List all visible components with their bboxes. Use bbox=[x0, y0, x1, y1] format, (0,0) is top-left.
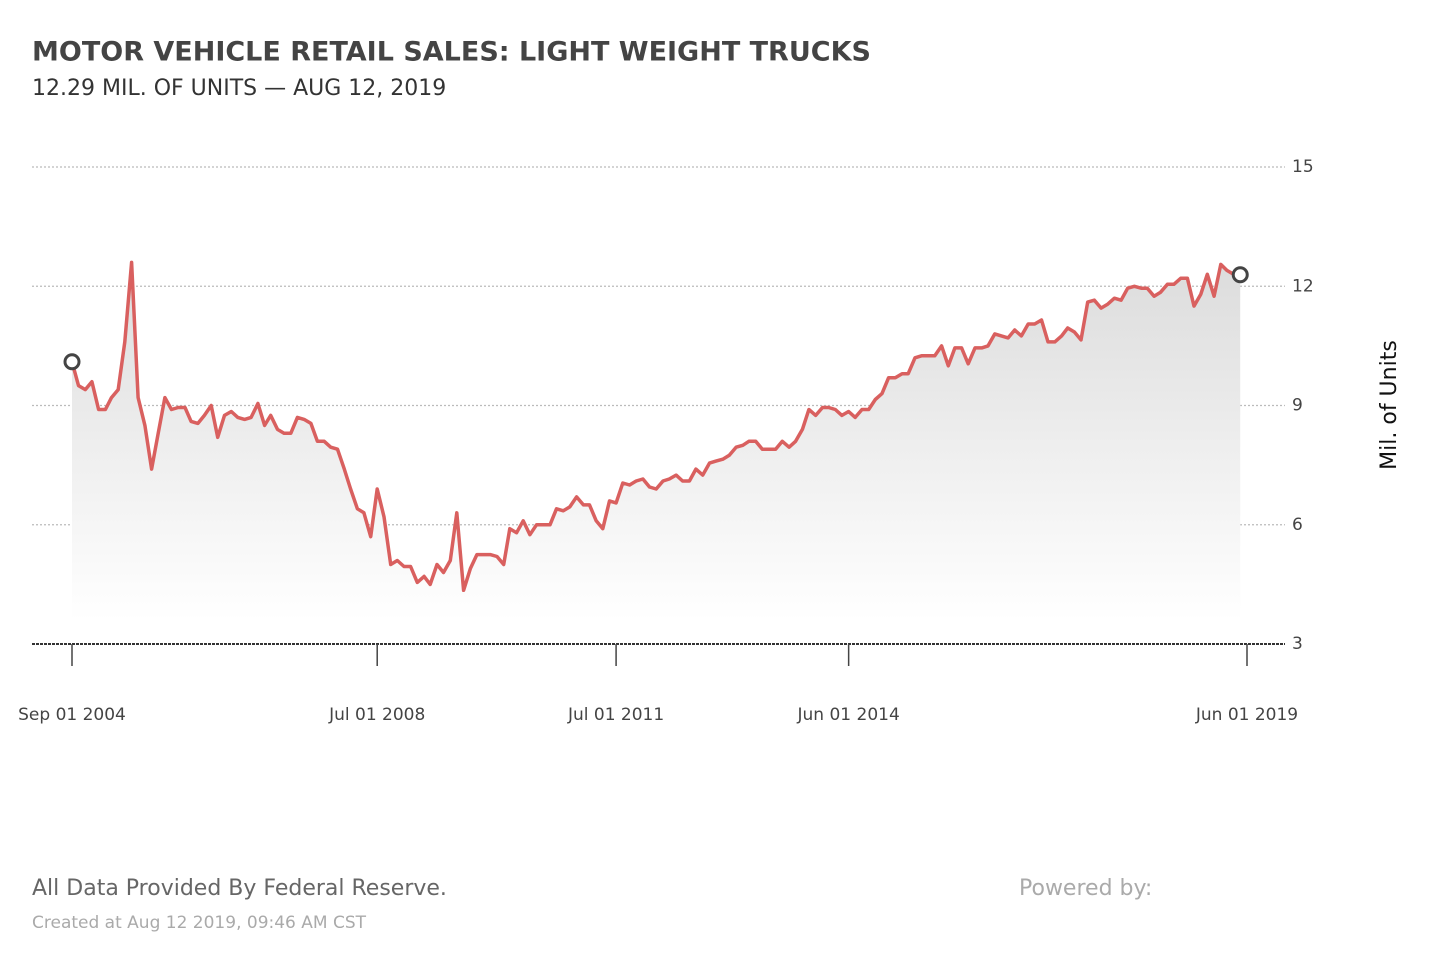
x-tick-label: Jul 01 2011 bbox=[567, 705, 664, 725]
powered-by: Powered by: bbox=[1019, 876, 1152, 901]
x-tick-label: Jul 01 2008 bbox=[328, 705, 425, 725]
chart-title: MOTOR VEHICLE RETAIL SALES: LIGHT WEIGHT… bbox=[32, 37, 871, 68]
line bbox=[70, 260, 1241, 593]
x-tick-label: Jun 01 2014 bbox=[797, 705, 900, 725]
end-marker bbox=[63, 353, 81, 371]
chart-subtitle: 12.29 MIL. OF UNITS — AUG 12, 2019 bbox=[32, 76, 446, 101]
y-tick-label: 12 bbox=[1292, 276, 1314, 296]
y-tick-label: 9 bbox=[1292, 396, 1303, 416]
y-tick-label: 15 bbox=[1292, 157, 1314, 177]
source-note: All Data Provided By Federal Reserve. bbox=[32, 876, 447, 901]
created-note: Created at Aug 12 2019, 09:46 AM CST bbox=[32, 913, 367, 933]
x-tick-label: Sep 01 2004 bbox=[18, 705, 126, 725]
area bbox=[72, 262, 1241, 620]
x-tick-label: Jun 01 2019 bbox=[1195, 705, 1298, 725]
y-tick-label: 3 bbox=[1292, 634, 1303, 654]
y-tick-label: 6 bbox=[1292, 515, 1303, 535]
end-marker bbox=[1231, 266, 1249, 284]
y-axis-label: Mil. of Units bbox=[1377, 340, 1402, 470]
